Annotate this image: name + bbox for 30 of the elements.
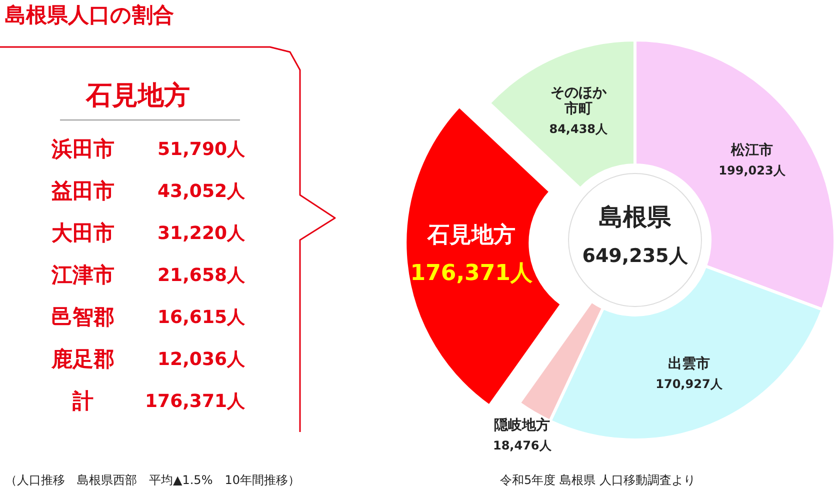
text: 令和5年度 島根県 人口移動調査より bbox=[500, 473, 696, 487]
text: 島根県 bbox=[599, 203, 672, 231]
slice-label: 松江市 bbox=[730, 142, 773, 159]
text: 21,658人 bbox=[158, 265, 246, 286]
slice-label: そのほか市町 bbox=[550, 85, 608, 118]
text: 31,220人 bbox=[158, 223, 246, 244]
text: 大田市 bbox=[52, 221, 114, 245]
slice-label: 出雲市 bbox=[668, 354, 710, 372]
data-label: 176,371人 bbox=[410, 261, 534, 286]
data-label: 18,476人 bbox=[492, 438, 552, 452]
text: 石見地方 bbox=[85, 81, 190, 111]
text: 計 bbox=[72, 389, 94, 413]
text: 649,235人 bbox=[582, 245, 689, 267]
text: （人口推移 島根県西部 平均▲1.5% 10年間推移） bbox=[5, 473, 300, 487]
data-label: 84,438人 bbox=[549, 122, 609, 136]
slice-label: 石見地方 bbox=[426, 222, 516, 248]
text: 島根県人口の割合 bbox=[5, 3, 174, 27]
text: 邑智郡 bbox=[52, 305, 114, 329]
text: 江津市 bbox=[50, 263, 114, 287]
slice-label: 隠岐地方 bbox=[494, 416, 550, 434]
text: 浜田市 bbox=[50, 137, 114, 161]
data-label: 170,927人 bbox=[656, 376, 724, 391]
text: 12,036人 bbox=[158, 349, 246, 370]
text: 益田市 bbox=[52, 179, 114, 203]
text: 176,371人 bbox=[145, 391, 246, 412]
text: 43,052人 bbox=[158, 181, 246, 202]
text: 鹿足郡 bbox=[50, 347, 114, 371]
text: 16,615人 bbox=[158, 307, 246, 328]
text: 51,790人 bbox=[158, 139, 246, 160]
data-label: 199,023人 bbox=[718, 164, 786, 178]
